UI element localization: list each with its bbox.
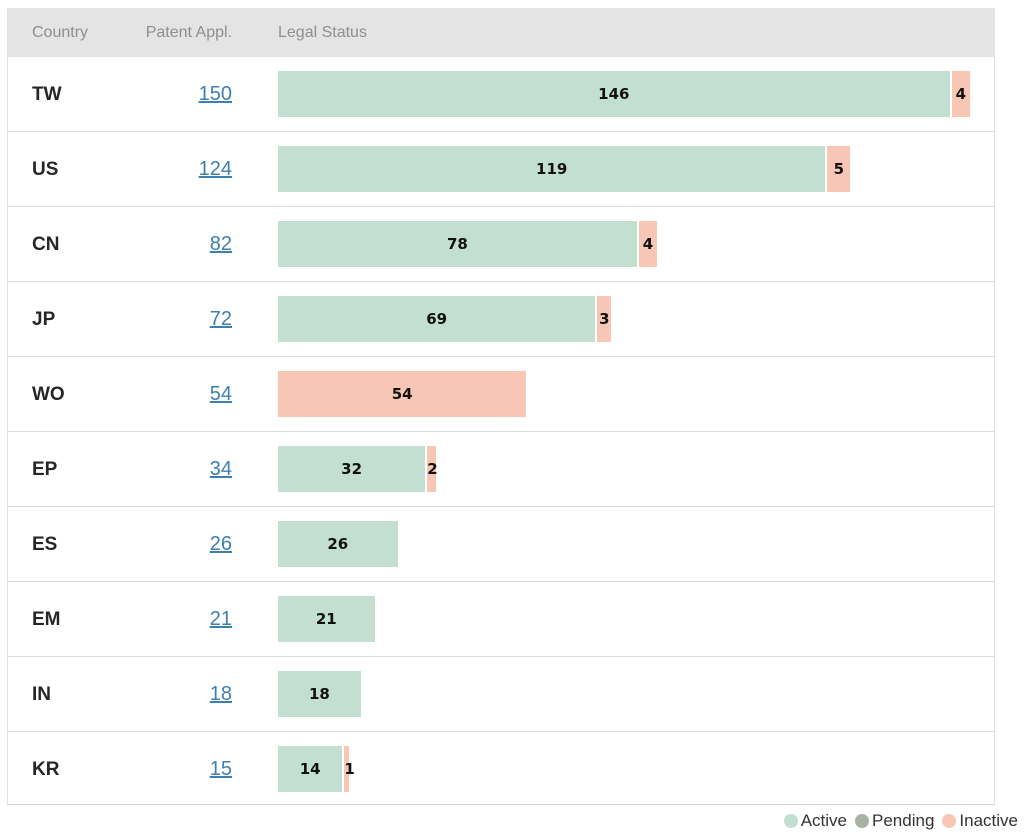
bar-segment-active[interactable]: 78 (278, 221, 637, 267)
patent-count-link[interactable]: 150 (198, 83, 232, 105)
patent-count-link[interactable]: 26 (209, 533, 232, 555)
table-header: Country Patent Appl. Legal Status (8, 8, 994, 57)
table-row: CN 82 78 4 (8, 207, 994, 282)
bar-segment-inactive[interactable]: 1 (342, 746, 355, 792)
country-label: US (32, 159, 59, 180)
patent-table: Country Patent Appl. Legal Status TW 150 1… (7, 8, 995, 805)
status-bar: 26 (278, 521, 398, 567)
status-bar: 78 4 (278, 221, 658, 267)
country-label: EP (32, 459, 58, 480)
patent-count-link[interactable]: 54 (209, 383, 232, 405)
country-label: CN (32, 234, 60, 255)
country-label: TW (32, 84, 62, 105)
status-bar: 119 5 (278, 146, 851, 192)
bar-segment-active[interactable]: 14 (278, 746, 343, 792)
status-bar: 54 (278, 371, 527, 417)
table-row: TW 150 146 4 (8, 57, 994, 132)
table-row: US 124 119 5 (8, 132, 994, 207)
patent-count-link[interactable]: 72 (209, 308, 232, 330)
legend-label: Pending (872, 811, 935, 830)
status-bar: 69 3 (278, 296, 612, 342)
bar-segment-active[interactable]: 26 (278, 521, 398, 567)
table-row: WO 54 54 (8, 357, 994, 432)
legend-label: Inactive (959, 811, 1018, 830)
bar-segment-inactive[interactable]: 4 (636, 221, 658, 267)
bar-segment-inactive[interactable]: 4 (949, 71, 970, 117)
bar-segment-active[interactable]: 18 (278, 671, 361, 717)
legend-item-active[interactable]: Active (783, 811, 848, 831)
table-row: IN 18 18 (8, 657, 994, 732)
bar-segment-inactive[interactable]: 2 (425, 446, 438, 492)
bar-segment-inactive[interactable]: 3 (595, 296, 612, 342)
header-patent-appl: Patent Appl. (145, 24, 232, 41)
legend-item-pending[interactable]: Pending (855, 811, 934, 831)
bar-segment-active[interactable]: 69 (278, 296, 596, 342)
table-row: KR 15 14 1 (8, 732, 994, 807)
country-label: JP (32, 309, 56, 330)
patent-count-link[interactable]: 124 (198, 158, 232, 180)
legend-dot-icon (783, 814, 798, 828)
status-bar: 32 2 (278, 446, 438, 492)
patent-count-link[interactable]: 34 (209, 458, 232, 480)
patent-count-link[interactable]: 82 (209, 233, 232, 255)
legend-item-inactive[interactable]: Inactive (942, 811, 1018, 831)
status-bar: 21 (278, 596, 375, 642)
country-label: IN (32, 684, 51, 705)
bar-segment-active[interactable]: 146 (278, 71, 950, 117)
patent-count-link[interactable]: 21 (209, 608, 232, 630)
status-bar: 14 1 (278, 746, 355, 792)
table-row: ES 26 26 (8, 507, 994, 582)
table-row: JP 72 69 3 (8, 282, 994, 357)
status-bar: 18 (278, 671, 361, 717)
legend-label: Active (800, 811, 848, 830)
bar-segment-active[interactable]: 21 (278, 596, 375, 642)
country-label: EM (32, 609, 61, 630)
table-row: EP 34 32 2 (8, 432, 994, 507)
bar-segment-active[interactable]: 32 (278, 446, 426, 492)
bar-segment-inactive[interactable]: 5 (825, 146, 851, 192)
country-label: ES (32, 534, 58, 555)
legend-dot-icon (942, 814, 957, 828)
bar-segment-active[interactable]: 119 (278, 146, 826, 192)
bar-segment-inactive[interactable]: 54 (278, 371, 527, 417)
status-bar: 146 4 (278, 71, 970, 117)
table-row: EM 21 21 (8, 582, 994, 657)
country-label: KR (32, 759, 60, 780)
chart-legend: Active Pending Inactive (776, 810, 1018, 832)
patent-count-link[interactable]: 18 (209, 683, 232, 705)
header-country: Country (32, 24, 89, 41)
country-label: WO (32, 384, 65, 405)
legend-dot-icon (855, 814, 870, 828)
header-legal-status: Legal Status (278, 24, 367, 41)
patent-count-link[interactable]: 15 (209, 758, 232, 780)
